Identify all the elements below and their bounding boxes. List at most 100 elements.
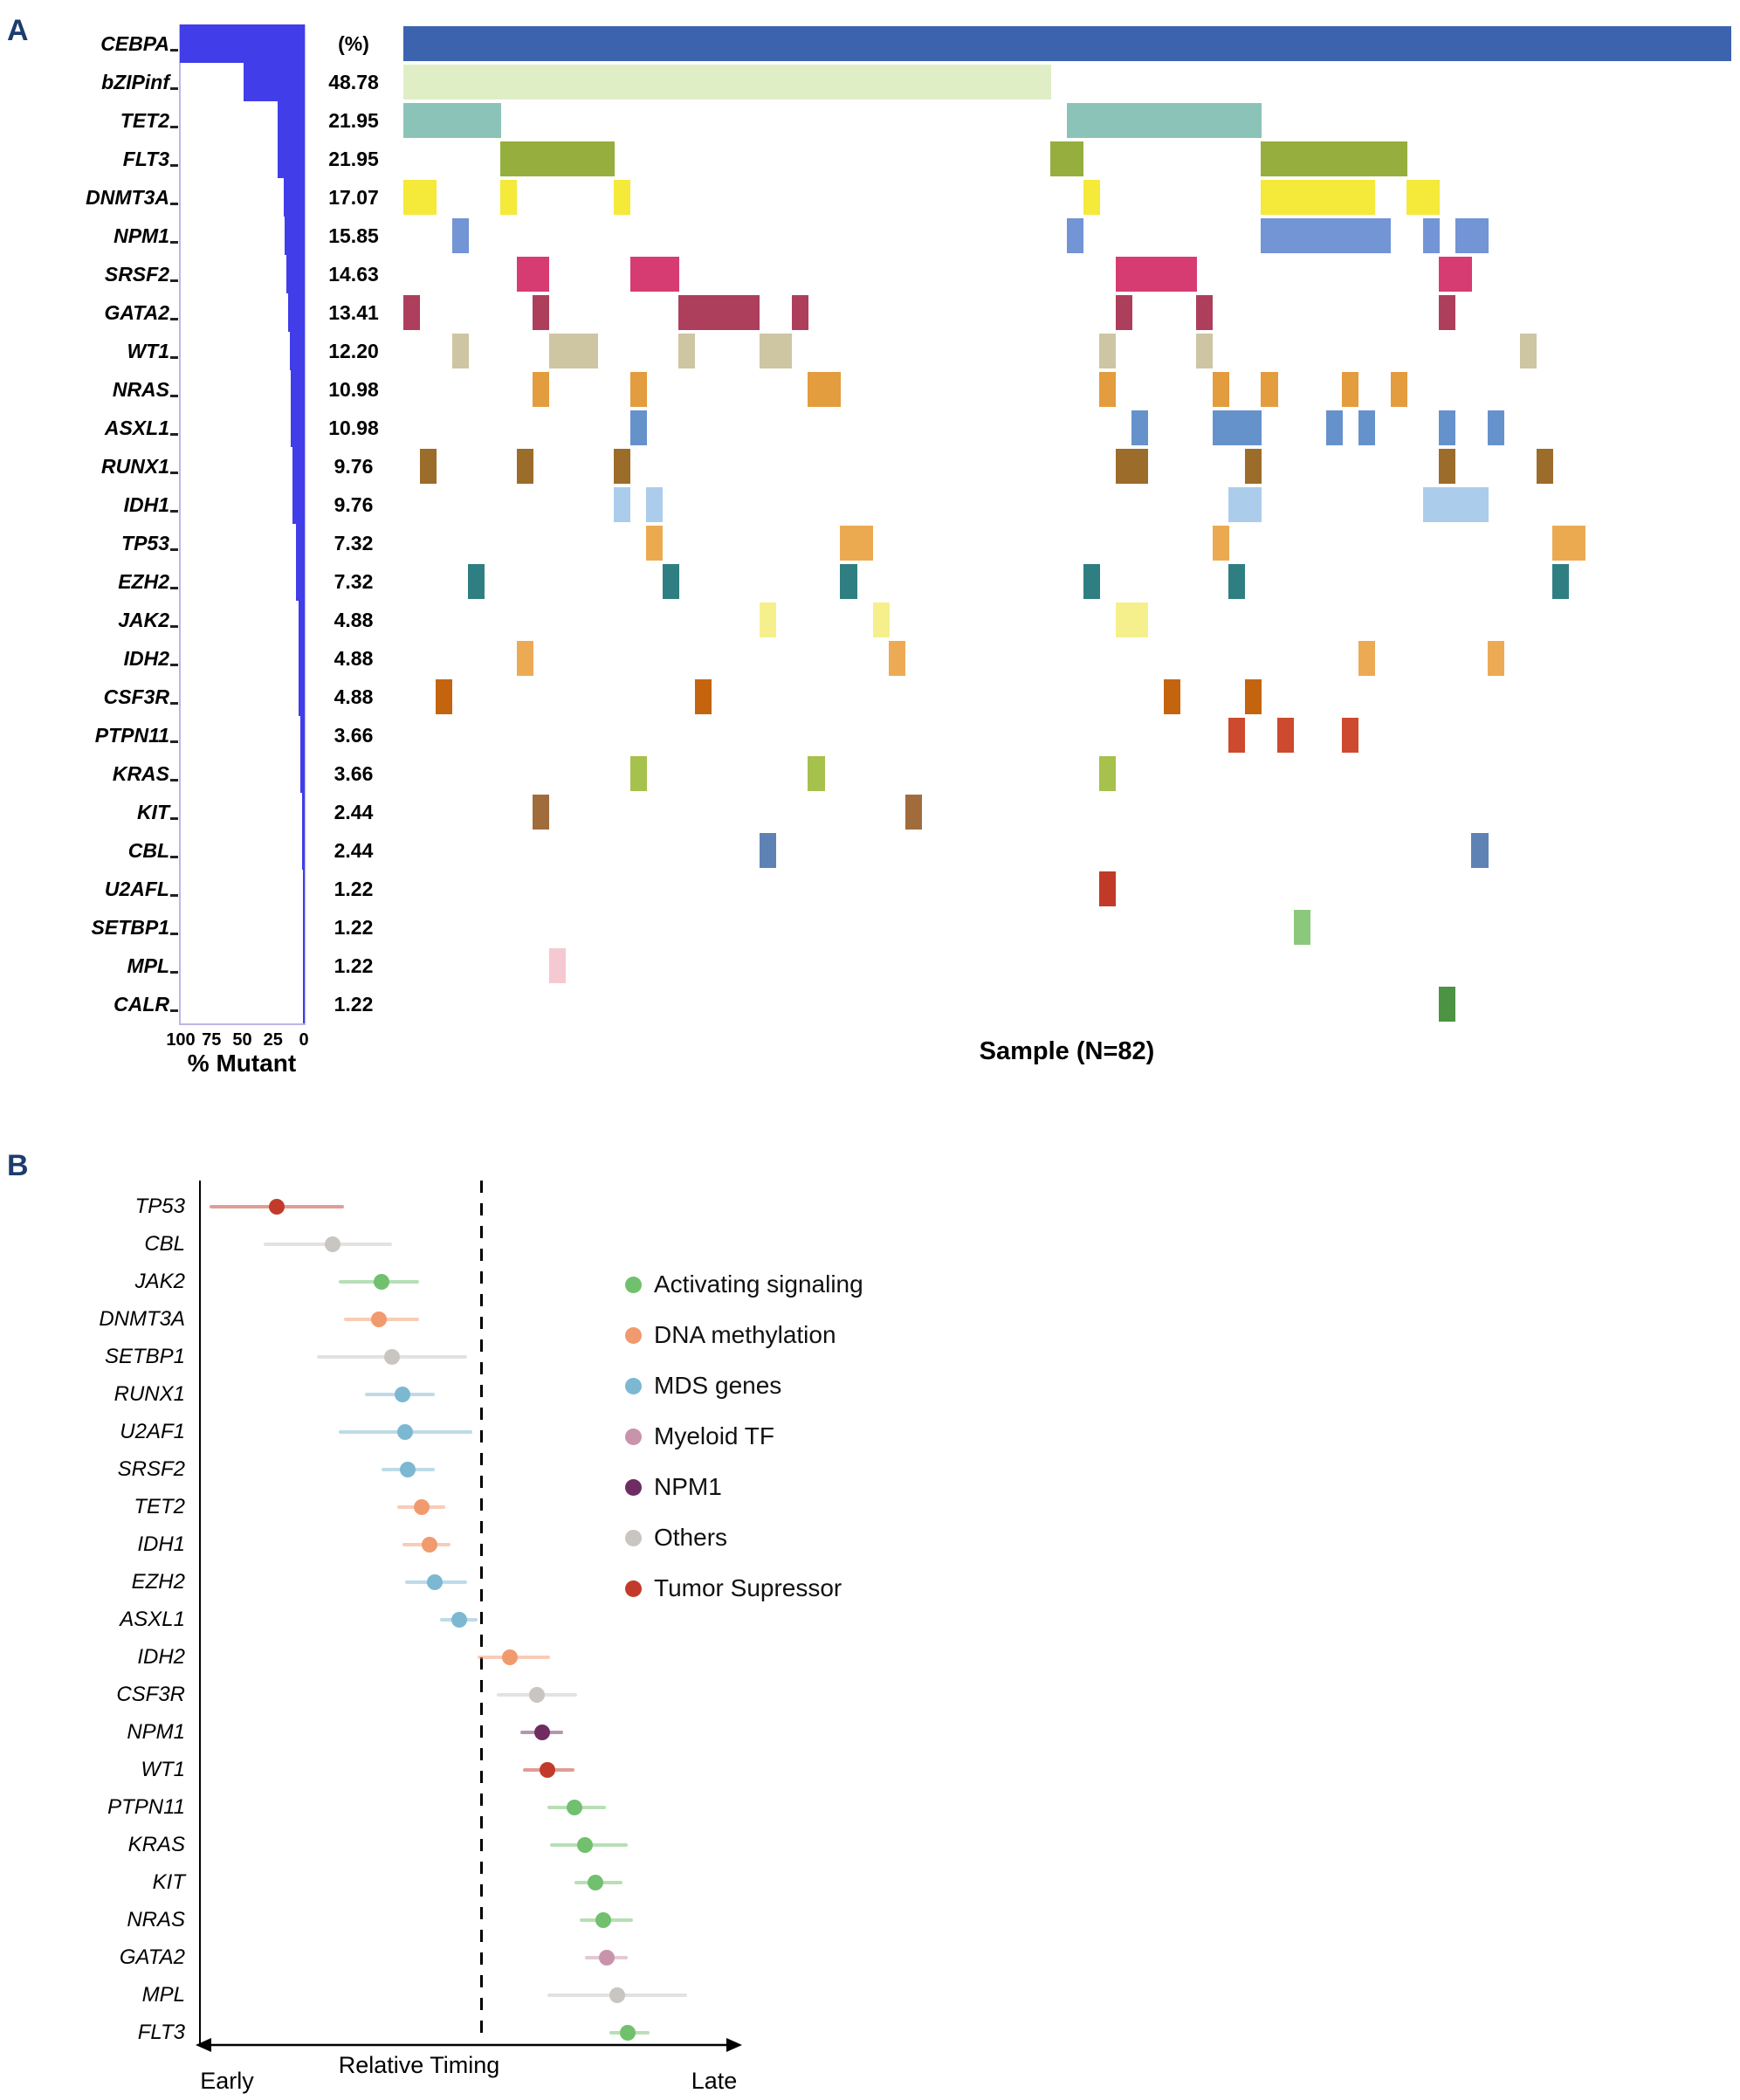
oncoprint-cell bbox=[662, 65, 679, 100]
oncoprint-cell bbox=[1228, 26, 1246, 61]
oncoprint-cell bbox=[1131, 257, 1149, 292]
legend: Activating signaling DNA methylation MDS g… bbox=[625, 1268, 863, 1605]
gene-axis-tick bbox=[170, 510, 178, 513]
oncoprint-cell bbox=[1649, 26, 1667, 61]
timing-axis-arrow bbox=[196, 2038, 742, 2052]
oncoprint-cell bbox=[775, 334, 793, 368]
timing-gene-label: FLT3 bbox=[137, 2021, 185, 2044]
oncoprint-cell bbox=[565, 65, 582, 100]
oncoprint-cell bbox=[1001, 26, 1019, 61]
point-dot bbox=[325, 1236, 341, 1252]
oncoprint-cell bbox=[678, 334, 696, 368]
oncoprint-cell bbox=[1406, 26, 1424, 61]
oncoprint-cell bbox=[1665, 26, 1682, 61]
oncoprint-cell bbox=[1212, 372, 1229, 407]
oncoprint-cell bbox=[1131, 449, 1149, 484]
oncoprint-cell bbox=[840, 526, 857, 561]
oncoprint-cell bbox=[1325, 180, 1343, 215]
oncoprint-cell bbox=[597, 141, 615, 176]
oncoprint-cell bbox=[1325, 141, 1343, 176]
timing-gene-label: GATA2 bbox=[119, 1945, 185, 1969]
gene-axis-tick bbox=[170, 279, 178, 282]
oncoprint-cell bbox=[613, 487, 631, 522]
oncoprint-cell bbox=[1325, 218, 1343, 253]
oncoprint-cell bbox=[451, 103, 469, 138]
pct-mutant-bar bbox=[303, 947, 305, 985]
oncoprint-cell bbox=[1487, 26, 1505, 61]
oncoprint-cell bbox=[808, 756, 825, 791]
oncoprint-cell bbox=[1374, 218, 1392, 253]
oncoprint-cell bbox=[1390, 26, 1407, 61]
oncoprint-cell bbox=[1390, 141, 1407, 176]
oncoprint-cell bbox=[500, 26, 518, 61]
pct-mutant-bar bbox=[295, 562, 305, 601]
oncoprint-cell bbox=[500, 65, 518, 100]
gene-row-label: TET2 bbox=[120, 109, 169, 132]
gene-row-label: SRSF2 bbox=[104, 263, 169, 286]
oncoprint-cell bbox=[597, 26, 615, 61]
oncoprint-cell bbox=[516, 141, 533, 176]
pct-mutant-bar bbox=[301, 793, 305, 831]
oncoprint-cell bbox=[419, 449, 437, 484]
gene-axis-tick bbox=[170, 894, 178, 897]
oncoprint-cell bbox=[823, 372, 842, 407]
point-dot bbox=[450, 1612, 467, 1628]
oncoprint-cell bbox=[1568, 526, 1585, 561]
oncoprint-cell bbox=[1147, 257, 1165, 292]
pct-value: 1.22 bbox=[334, 993, 374, 1016]
oncoprint-cell bbox=[1552, 26, 1570, 61]
pct-mutant-bar bbox=[286, 255, 305, 293]
pct-value: 9.76 bbox=[334, 493, 374, 516]
legend-item: Activating signaling bbox=[625, 1268, 863, 1301]
y-axis-line bbox=[199, 1181, 201, 2043]
oncoprint-cell bbox=[1276, 26, 1295, 61]
oncoprint-cell bbox=[1179, 26, 1197, 61]
oncoprint-cell bbox=[1228, 564, 1246, 599]
panel-a-label: A bbox=[7, 14, 29, 47]
oncoprint-cell bbox=[840, 26, 857, 61]
oncoprint-cell bbox=[1131, 410, 1149, 445]
pct-value: 3.66 bbox=[334, 762, 374, 785]
gene-row-label: CBL bbox=[127, 839, 169, 862]
oncoprint-cell bbox=[1179, 257, 1197, 292]
oncoprint-cell bbox=[1018, 65, 1035, 100]
gene-row-label: RUNX1 bbox=[101, 455, 169, 478]
oncoprint-cell bbox=[597, 65, 615, 100]
legend-item: Tumor Supressor bbox=[625, 1572, 863, 1605]
oncoprint-cell bbox=[872, 602, 890, 637]
oncoprint-cell bbox=[840, 65, 857, 100]
oncoprint-cell bbox=[1276, 218, 1295, 253]
oncoprint-cell bbox=[1390, 372, 1407, 407]
gene-axis-tick bbox=[170, 87, 178, 90]
oncoprint-cell bbox=[1293, 26, 1310, 61]
oncoprint-cell bbox=[1212, 410, 1229, 445]
gene-row-label: CEBPA bbox=[100, 32, 169, 55]
timing-gene-label: WT1 bbox=[141, 1758, 185, 1781]
oncoprint-cell bbox=[823, 26, 842, 61]
oncoprint-cell bbox=[808, 26, 825, 61]
oncoprint-cell bbox=[533, 372, 550, 407]
oncoprint-cell bbox=[1536, 26, 1553, 61]
legend-color-dot bbox=[625, 1529, 642, 1546]
oncoprint-cell bbox=[1196, 295, 1214, 330]
gene-row-label: IDH1 bbox=[123, 493, 169, 516]
oncoprint-cell bbox=[565, 141, 582, 176]
oncoprint-cell bbox=[403, 103, 421, 138]
pct-value: 17.07 bbox=[328, 186, 379, 209]
oncoprint-cell bbox=[711, 65, 728, 100]
pct-mutant-bar bbox=[299, 716, 305, 754]
oncoprint-cell bbox=[1552, 526, 1570, 561]
timing-gene-label: KIT bbox=[152, 1870, 185, 1894]
oncoprint-cell bbox=[1212, 103, 1229, 138]
oncoprint-cell bbox=[1261, 218, 1278, 253]
oncoprint-cell bbox=[613, 65, 631, 100]
oncoprint-cell bbox=[468, 103, 485, 138]
gene-axis-tick bbox=[170, 664, 178, 666]
oncoprint-cell bbox=[791, 295, 808, 330]
oncoprint-cell bbox=[904, 795, 922, 830]
timing-gene-label: PTPN11 bbox=[107, 1795, 185, 1819]
oncoprint-cell bbox=[1164, 679, 1181, 714]
oncoprint-cell bbox=[581, 26, 599, 61]
point-dot bbox=[397, 1424, 414, 1440]
oncoprint-cell bbox=[986, 26, 1003, 61]
